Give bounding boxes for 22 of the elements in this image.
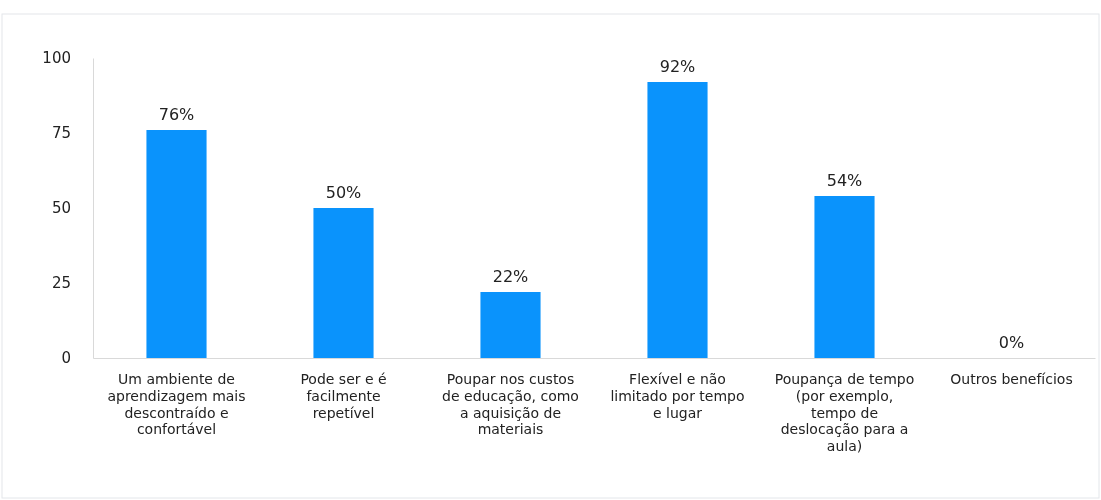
bar	[146, 130, 207, 358]
data-label: 92%	[659, 57, 696, 76]
y-tick-label: 75	[51, 124, 71, 143]
data-label: 54%	[826, 171, 863, 190]
bar	[480, 292, 541, 358]
y-tick-label: 25	[51, 274, 71, 293]
y-tick-label: 50	[51, 199, 71, 218]
y-tick-label: 100	[42, 49, 71, 68]
bar	[814, 196, 875, 358]
data-label: 0%	[998, 333, 1025, 352]
data-label: 50%	[325, 183, 362, 202]
bar	[313, 208, 374, 358]
data-label: 22%	[492, 267, 529, 286]
data-label: 76%	[158, 105, 195, 124]
x-tick-label: Poupar nos custos de educação, como a aquisição de materiais	[442, 370, 579, 438]
y-tick-label: 0	[61, 349, 71, 368]
x-tick-label: Flexível e não limitado por tempo e lugar	[610, 370, 745, 421]
bar	[647, 82, 708, 358]
x-tick-label: Pode ser e é facilmente repetível	[300, 370, 387, 421]
x-tick-label: Poupança de tempo (por exemplo, tempo de deslocação para a aula)	[774, 370, 915, 455]
x-tick-label: Um ambiente de aprendizagem mais descontraído e confortável	[107, 370, 246, 438]
x-tick-label: Outros benefícios	[950, 370, 1073, 387]
